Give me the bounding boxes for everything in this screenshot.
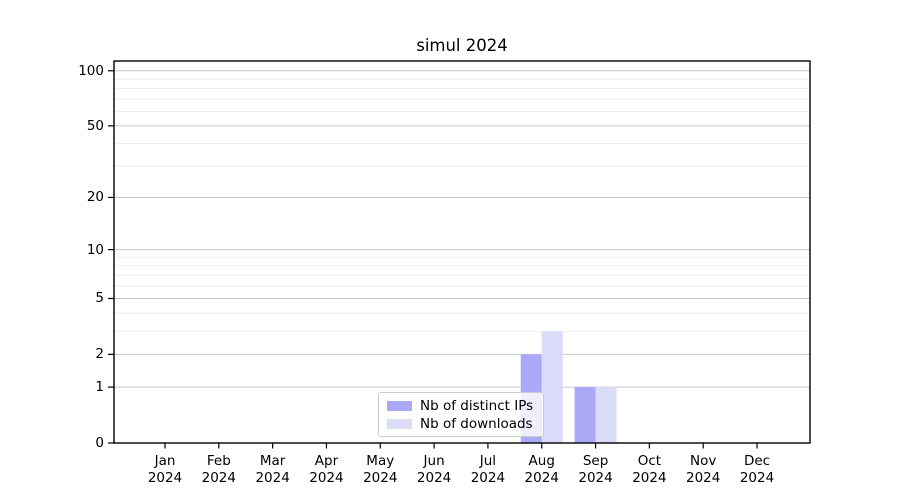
y-tick-label: 5 — [95, 290, 104, 307]
x-tick-label: Oct 2024 — [632, 453, 667, 486]
legend-swatch-downloads — [387, 419, 412, 429]
bar-downloads — [595, 387, 617, 443]
y-tick-label: 2 — [95, 346, 104, 363]
y-tick-label: 20 — [86, 189, 104, 206]
legend-label-downloads: Nb of downloads — [420, 416, 533, 432]
x-tick-label: Jun 2024 — [416, 453, 452, 486]
x-tick-label: Jul 2024 — [470, 453, 506, 486]
x-tick-label: Jan 2024 — [147, 453, 183, 486]
y-tick-label: 50 — [86, 117, 104, 134]
x-tick-label: Mar 2024 — [255, 453, 290, 486]
legend-swatch-distinct-ips — [387, 401, 412, 411]
x-tick-label: Dec 2024 — [739, 453, 775, 486]
bar-downloads — [541, 331, 563, 443]
x-tick-label: Apr 2024 — [309, 453, 344, 486]
chart-title: simul 2024 — [416, 36, 508, 55]
y-tick-label: 0 — [95, 435, 104, 451]
x-tick-label: Feb 2024 — [201, 453, 236, 486]
y-tick-label: 100 — [78, 62, 104, 79]
bar-distinct-ips — [574, 387, 596, 443]
plot-border — [113, 60, 811, 444]
x-tick-label: Aug 2024 — [524, 453, 559, 486]
x-tick-label: Nov 2024 — [686, 453, 721, 486]
legend-entry-downloads: Nb of downloads — [387, 415, 543, 433]
x-tick-label: Sep 2024 — [578, 453, 613, 486]
legend-entry-distinct-ips: Nb of distinct IPs — [387, 397, 543, 415]
x-tick-label: May 2024 — [363, 453, 398, 486]
y-tick-label: 1 — [95, 379, 104, 396]
legend-label-distinct-ips: Nb of distinct IPs — [420, 398, 534, 414]
legend: Nb of distinct IPs Nb of downloads — [378, 392, 544, 437]
y-tick-label: 10 — [86, 241, 104, 258]
